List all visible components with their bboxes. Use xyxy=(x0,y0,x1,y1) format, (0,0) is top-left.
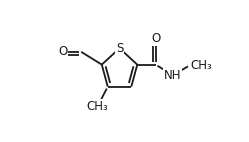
Text: O: O xyxy=(58,45,67,58)
Text: O: O xyxy=(151,32,160,45)
Text: NH: NH xyxy=(164,69,182,82)
Text: CH₃: CH₃ xyxy=(87,100,108,113)
Text: S: S xyxy=(116,42,123,55)
Text: CH₃: CH₃ xyxy=(190,59,212,72)
